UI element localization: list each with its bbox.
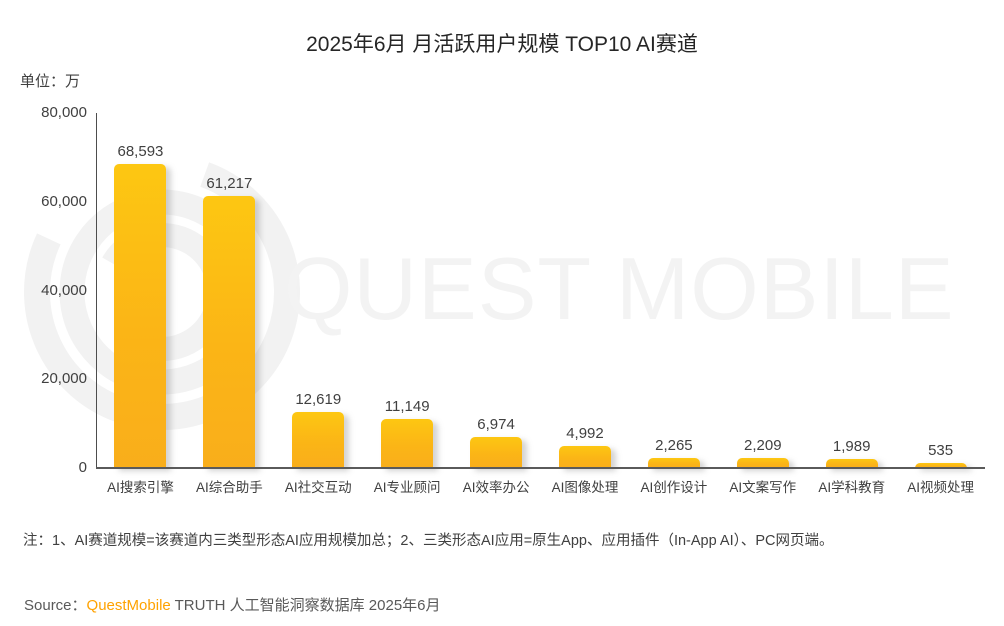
category-label: AI专业顾问 — [373, 480, 441, 495]
bar-slot: 4,992 — [541, 113, 630, 468]
category-label: AI学科教育 — [818, 480, 886, 495]
bar-slot: 11,149 — [363, 113, 452, 468]
bar-value-label: 6,974 — [477, 416, 515, 434]
bar-slot: 535 — [896, 113, 985, 468]
bar-value-label: 68,593 — [117, 142, 164, 160]
bar — [203, 196, 256, 468]
x-axis-line — [96, 467, 985, 469]
bar-slot: 68,593 — [96, 113, 185, 468]
bar-value-label: 61,217 — [206, 175, 253, 193]
bar — [825, 459, 878, 468]
bar-value-label: 12,619 — [295, 391, 342, 409]
source-suffix: TRUTH 人工智能洞察数据库 2025年6月 — [170, 597, 441, 614]
bar — [914, 463, 967, 468]
bar-slot: 61,217 — [185, 113, 274, 468]
plot-area: 0 20,000 40,000 60,000 80,000 68,593 61,217 12… — [41, 104, 985, 495]
category-label: AI图像处理 — [551, 480, 619, 495]
bar — [470, 437, 523, 468]
y-tick-label: 80,000 — [41, 104, 87, 121]
category-label: AI创作设计 — [640, 480, 708, 495]
source-line: Source：QuestMobile TRUTH 人工智能洞察数据库 2025年… — [24, 594, 441, 615]
source-brand: QuestMobile — [86, 597, 171, 614]
y-tick-label: 40,000 — [41, 281, 87, 299]
source-prefix: Source： — [24, 597, 87, 614]
bar-series: 68,593 61,217 12,619 11,149 6,974 4,992 2,265 2… — [96, 113, 985, 468]
questmobile-text-watermark: QUEST MOBILE — [284, 239, 955, 338]
y-tick-label: 20,000 — [41, 370, 87, 388]
y-tick-label: 60,000 — [41, 192, 87, 210]
footnote: 注：1、AI赛道规模=该赛道内三类型形态AI应用规模加总；2、三类形态AI应用=… — [23, 533, 834, 549]
bar — [114, 163, 167, 468]
bar-value-label: 535 — [928, 442, 954, 459]
bar-value-label: 1,989 — [832, 438, 871, 456]
bar — [736, 458, 789, 468]
x-axis-category-labels: AI搜索引擎 AI综合助手 AI社交互动 AI专业顾问 AI效率办公 AI图像处理 AI创作… — [96, 468, 985, 496]
bar-slot: 2,209 — [718, 113, 807, 468]
bar-value-label: 4,992 — [566, 424, 604, 442]
category-label: AI综合助手 — [195, 480, 263, 495]
bar — [647, 457, 700, 468]
category-label: AI社交互动 — [284, 480, 352, 495]
category-label: AI文案写作 — [729, 480, 797, 495]
chart-title: 2025年6月 月活跃用户规模 TOP10 AI赛道 — [306, 33, 698, 56]
category-label: AI视频处理 — [907, 480, 974, 495]
bar — [381, 418, 434, 468]
y-tick-label: 0 — [78, 459, 87, 476]
bar — [558, 445, 611, 468]
bar — [292, 412, 345, 468]
bar-value-label: 11,149 — [384, 397, 430, 415]
bar-slot: 1,989 — [807, 113, 896, 468]
unit-label: 单位：万 — [20, 73, 81, 90]
bar-slot: 6,974 — [452, 113, 541, 468]
bar-slot: 2,265 — [629, 113, 718, 468]
bar-value-label: 2,265 — [655, 436, 693, 454]
bar-value-label: 2,209 — [744, 437, 782, 455]
category-label: AI效率办公 — [462, 480, 530, 495]
category-label: AI搜索引擎 — [107, 480, 174, 495]
y-axis-spine — [96, 113, 97, 468]
bar-slot: 12,619 — [274, 113, 363, 468]
